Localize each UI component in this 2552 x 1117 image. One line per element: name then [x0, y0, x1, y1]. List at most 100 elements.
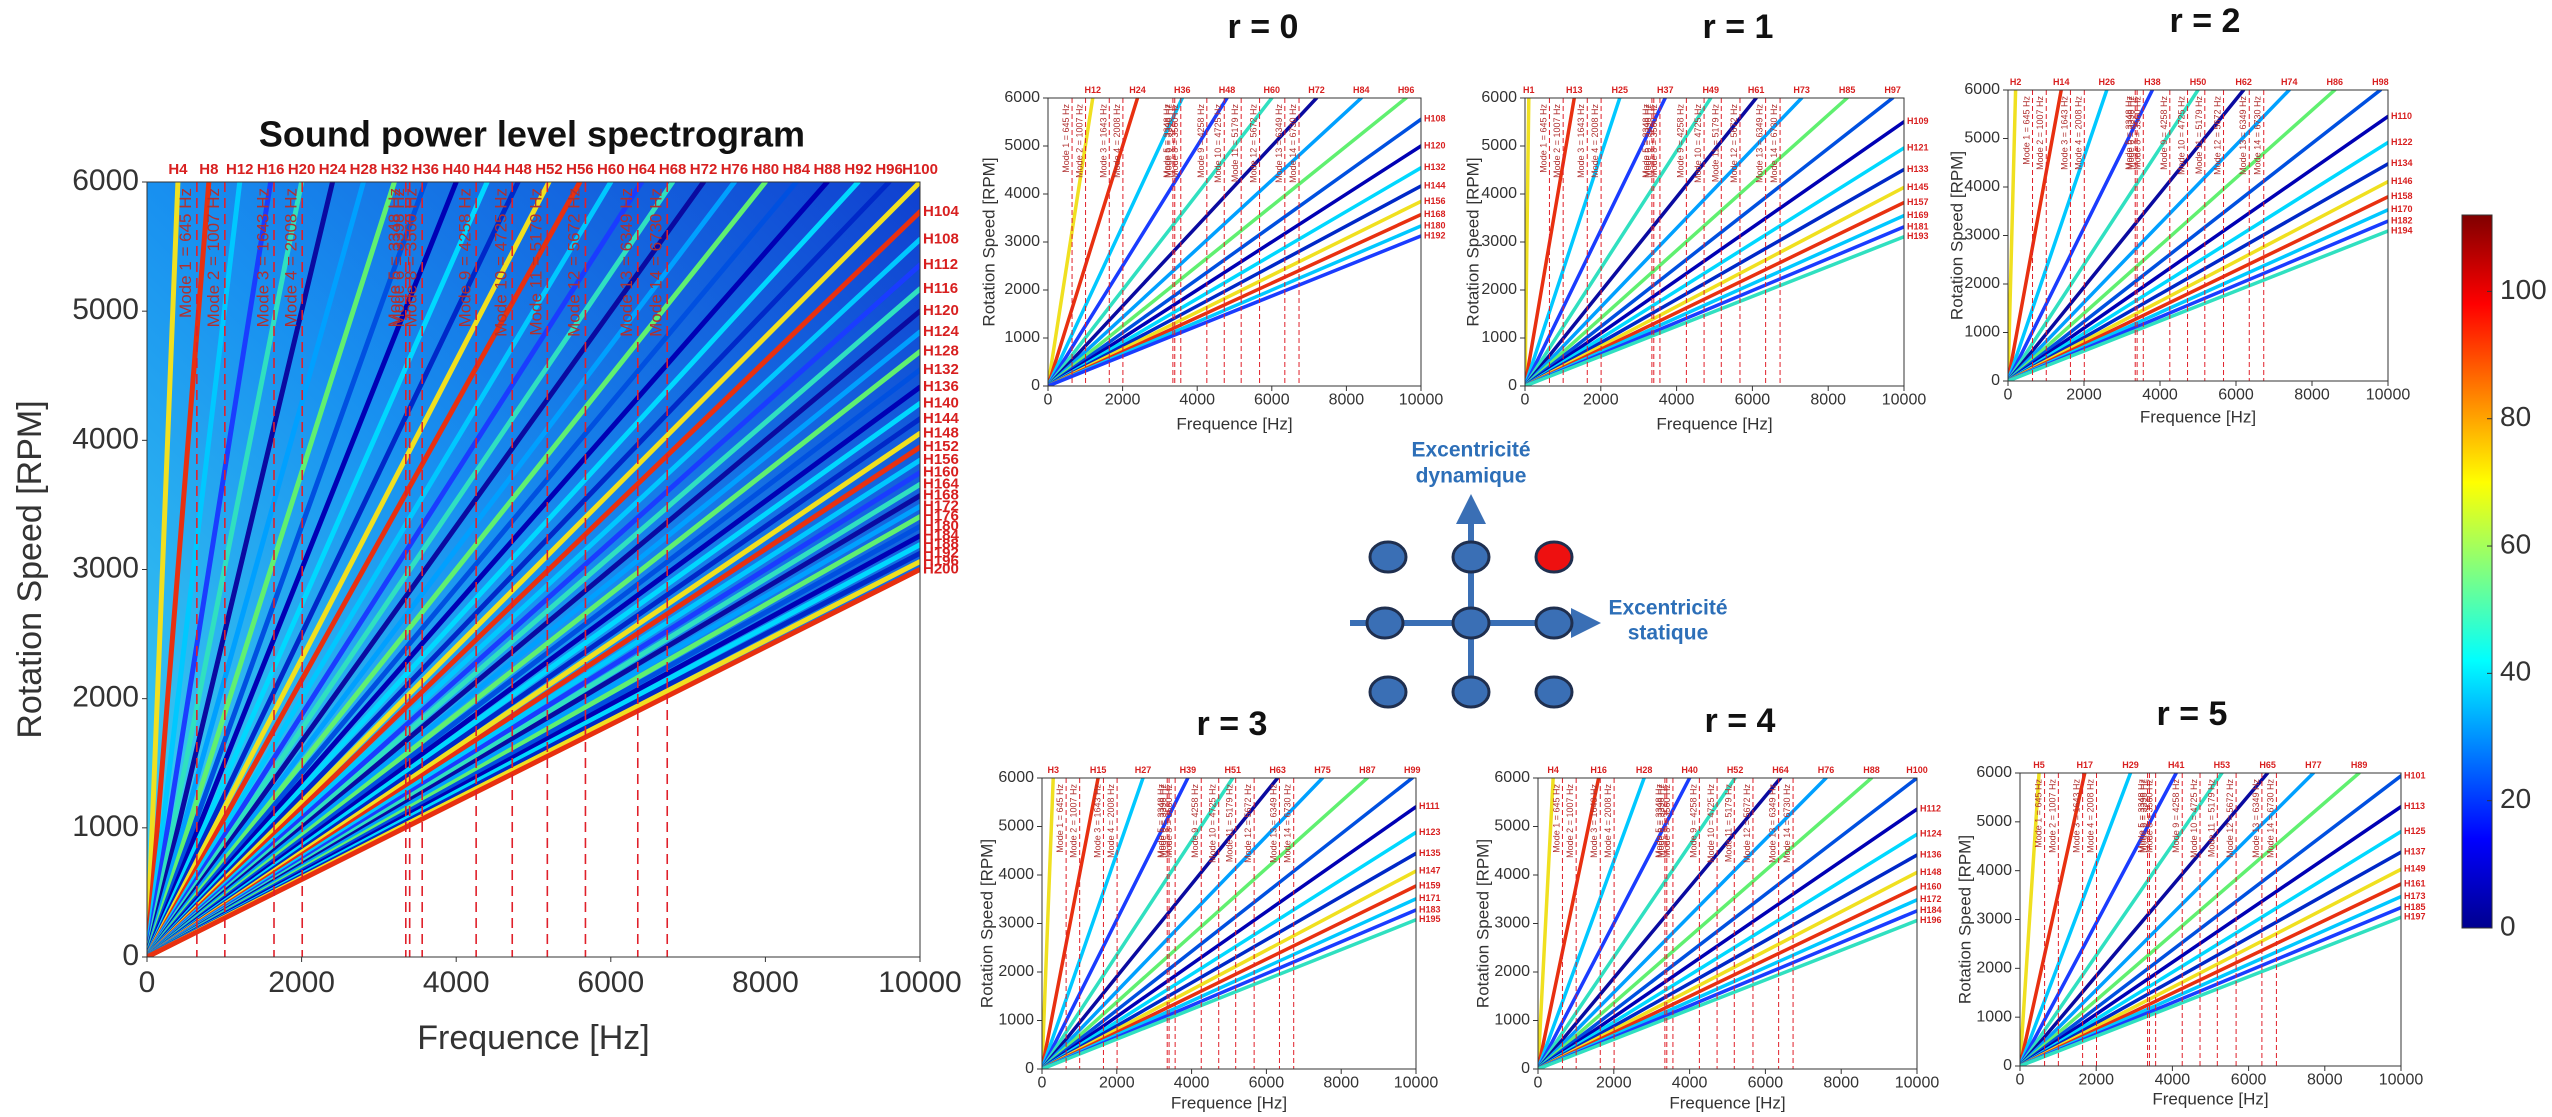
mode-label: Mode 3 = 1643 Hz: [1589, 784, 1599, 858]
order-line: [1042, 778, 1145, 1069]
mode-label: Mode 10 = 4725 Hz: [1213, 104, 1223, 183]
order-label: H13: [1566, 85, 1583, 95]
mode-label: Mode 11 = 5179 Hz: [1723, 784, 1733, 863]
y-tick-label: 6000: [998, 769, 1034, 786]
order-label: H132: [923, 361, 959, 378]
order-label: H112: [923, 256, 958, 273]
order-line: [1048, 98, 1408, 386]
order-line: [1538, 778, 1828, 1069]
order-label: H193: [1907, 231, 1929, 241]
mode-label: Mode 5 = 3348 Hz: [1641, 104, 1651, 178]
order-line: [147, 182, 583, 957]
order-line: [1525, 98, 1713, 386]
order-line: [1525, 235, 1904, 386]
order-line: [2020, 829, 2401, 1066]
y-tick-label: 2000: [1964, 275, 2000, 292]
y-tick-label: 3000: [1481, 233, 1517, 250]
x-axis-label: Frequence [Hz]: [1656, 414, 1772, 433]
mode-label: Mode 8 = 3560 Hz: [1649, 104, 1659, 178]
order-line: [2008, 90, 2063, 381]
order-line: [1042, 778, 1280, 1069]
mode-label: Mode 11 = 5179 Hz: [1225, 784, 1235, 863]
x-tick-label: 8000: [1329, 392, 1365, 409]
x-axis-label: Frequence [Hz]: [2152, 1089, 2268, 1108]
mode-label: Mode 14 = 6730 Hz: [2265, 779, 2275, 858]
x-tick-label: 2000: [1105, 392, 1141, 409]
mode-label: Mode 9 = 4258 Hz: [1190, 784, 1200, 858]
y-tick-label: 6000: [1976, 764, 2012, 781]
order-line: [147, 182, 552, 957]
order-label: H180: [923, 517, 959, 534]
mode-label: Mode 4 = 2008 Hz: [2073, 96, 2083, 170]
order-label: H181: [1907, 221, 1929, 231]
mode-label: Mode 1 = 645 Hz: [1538, 104, 1548, 173]
y-tick-label: 2000: [1976, 960, 2012, 977]
x-tick-label: 10000: [1394, 1075, 1439, 1092]
order-label: H80: [752, 161, 780, 178]
x-tick-label: 0: [2004, 387, 2013, 404]
x-tick-label: 10000: [878, 966, 961, 999]
colorbar-tick-label: 100: [2500, 274, 2547, 305]
order-line: [1042, 778, 1055, 1069]
order-label: H152: [923, 438, 959, 455]
mode-label: Mode 14 = 6730 Hz: [1769, 104, 1779, 183]
plot-area: [1048, 98, 1421, 386]
order-line: [147, 286, 920, 957]
order-label: H196: [1920, 915, 1942, 925]
mode-label: Mode 8 = 3560 Hz: [2132, 96, 2142, 170]
order-line: [2020, 773, 2361, 1066]
order-label: H157: [1907, 197, 1929, 207]
mode-label: Mode 9 = 4258 Hz: [1675, 104, 1685, 178]
order-label: H124: [923, 323, 960, 340]
order-line: [1048, 199, 1421, 386]
mode-label: Mode 12 = 5672 Hz: [565, 188, 584, 337]
order-label: H40: [442, 161, 470, 178]
order-label: H168: [1424, 209, 1446, 219]
order-label: H148: [923, 424, 959, 441]
plot-area: [147, 182, 920, 957]
order-label: H99: [1404, 765, 1421, 775]
plot-area: [2020, 773, 2401, 1066]
order-line: [1048, 98, 1364, 386]
chart-title: r = 0: [1228, 8, 1299, 46]
order-label: H108: [923, 230, 959, 247]
position-dot: [1451, 540, 1491, 574]
x-tick-label: 4000: [1659, 392, 1695, 409]
y-tick-label: 3000: [1494, 915, 1530, 932]
mode-label: Mode 10 = 4725 Hz: [1208, 784, 1218, 863]
mode-label: Mode 6 = 3398 Hz: [1164, 104, 1174, 178]
x-tick-label: 8000: [1823, 1075, 1859, 1092]
order-label: H172: [923, 497, 959, 514]
order-label: H60: [597, 161, 625, 178]
order-label: H195: [1419, 914, 1441, 924]
x-axis-label: Frequence [Hz]: [1669, 1093, 1785, 1112]
order-line: [147, 182, 366, 957]
order-line: [147, 182, 397, 957]
x-tick-label: 4000: [1174, 1075, 1210, 1092]
order-label: H135: [1419, 848, 1441, 858]
order-label: H192: [1424, 230, 1446, 240]
mode-label: Mode 6 = 3398 Hz: [389, 188, 408, 327]
chart-title: r = 3: [1197, 705, 1268, 743]
mode-label: Mode 12 = 5672 Hz: [1249, 104, 1259, 183]
order-line: [1538, 832, 1917, 1069]
x-tick-label: 4000: [423, 966, 490, 999]
order-line: [1048, 98, 1229, 386]
order-line: [2020, 773, 2133, 1066]
x-tick-label: 10000: [1882, 392, 1927, 409]
order-line: [147, 182, 707, 957]
mode-label: Mode 6 = 3398 Hz: [1643, 104, 1653, 178]
chart-title: r = 2: [2170, 2, 2241, 40]
y-tick-label: 2000: [998, 963, 1034, 980]
order-line: [2020, 804, 2401, 1066]
order-label: H29: [2122, 760, 2139, 770]
order-label: H123: [1419, 827, 1441, 837]
mode-label: Mode 6 = 3398 Hz: [2138, 779, 2148, 853]
mode-label: Mode 14 = 6730 Hz: [1288, 104, 1298, 183]
mode-label: Mode 8 = 3560 Hz: [2145, 779, 2155, 853]
mode-label: Mode 5 = 3348 Hz: [2137, 779, 2147, 853]
order-line: [2020, 773, 2270, 1066]
order-label: H87: [1359, 765, 1376, 775]
y-tick-label: 1000: [1004, 329, 1040, 346]
y-tick-label: 5000: [1004, 137, 1040, 154]
